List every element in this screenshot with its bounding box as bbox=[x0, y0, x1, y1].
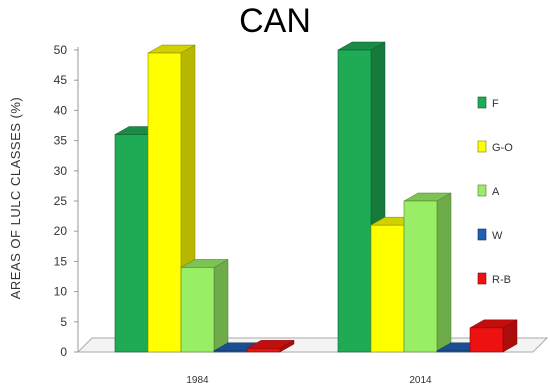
legend-item-f: F bbox=[477, 96, 499, 110]
bar-front bbox=[114, 134, 149, 353]
bar-front bbox=[246, 348, 281, 353]
bar-front bbox=[469, 327, 504, 353]
legend-item-g-o: G-O bbox=[477, 140, 513, 154]
bar-front bbox=[370, 224, 405, 353]
y-axis-label: AREAS OF LULC CLASSES (%) bbox=[8, 97, 23, 300]
y-tick-label: 0 bbox=[60, 345, 67, 359]
bar-layer bbox=[114, 41, 518, 353]
y-tick-label: 30 bbox=[54, 164, 68, 178]
bar-front bbox=[403, 200, 438, 353]
bar-front bbox=[180, 267, 215, 353]
legend-label: F bbox=[492, 98, 499, 110]
legend-label: A bbox=[492, 186, 500, 198]
legend-swatch bbox=[477, 96, 487, 109]
legend-swatch bbox=[477, 184, 487, 197]
legend-swatch bbox=[477, 272, 487, 285]
y-tick-label: 40 bbox=[54, 103, 68, 117]
bar-front bbox=[213, 350, 248, 353]
bar-r-b-2014 bbox=[469, 319, 518, 353]
legend-swatch bbox=[477, 140, 487, 153]
bar-r-b-1984 bbox=[246, 339, 295, 353]
bar-a-2014 bbox=[403, 192, 452, 353]
x-tick-label: 1984 bbox=[186, 375, 209, 386]
x-tick-label: 2014 bbox=[409, 375, 432, 386]
legend-label: R-B bbox=[492, 274, 511, 286]
legend-item-a: A bbox=[477, 184, 500, 198]
legend-label: G-O bbox=[492, 142, 513, 154]
chart-title: CAN bbox=[239, 2, 311, 40]
legend-swatch bbox=[477, 228, 487, 241]
bar-front bbox=[436, 350, 471, 353]
bar-front bbox=[147, 52, 182, 353]
bar-side bbox=[213, 259, 229, 353]
y-tick-label: 35 bbox=[54, 134, 68, 148]
bar-front bbox=[337, 49, 372, 353]
legend-item-w: W bbox=[477, 228, 503, 242]
legend-label: W bbox=[492, 230, 503, 242]
y-tick-label: 45 bbox=[54, 73, 68, 87]
y-tick-label: 10 bbox=[54, 285, 68, 299]
y-tick-label: 20 bbox=[54, 224, 68, 238]
y-tick-label: 25 bbox=[54, 194, 68, 208]
bar-a-1984 bbox=[180, 259, 229, 353]
bar-side bbox=[436, 192, 452, 353]
y-tick-label: 15 bbox=[54, 254, 68, 268]
y-tick-label: 50 bbox=[54, 43, 68, 57]
y-tick-label: 5 bbox=[60, 315, 67, 329]
legend: F G-O A W R-B bbox=[477, 96, 513, 286]
legend-item-r-b: R-B bbox=[477, 272, 511, 286]
